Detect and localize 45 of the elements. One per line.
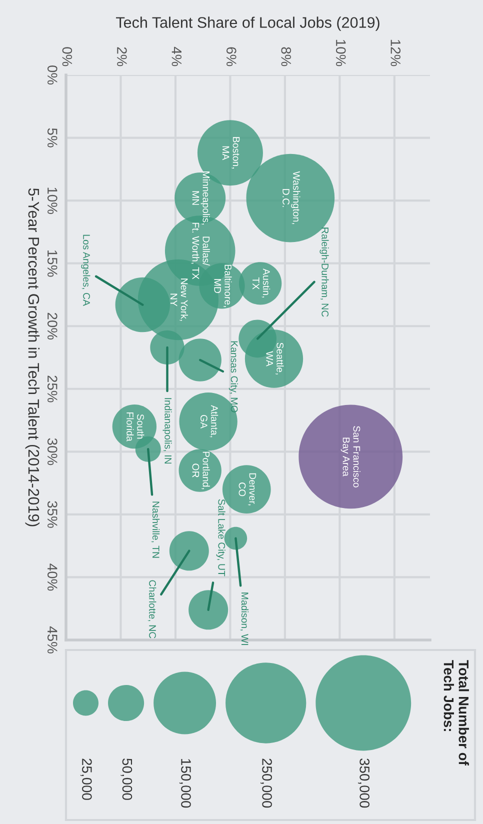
x-axis-title: Tech Talent Share of Local Jobs (2019) — [116, 16, 380, 31]
y-axis-title: 5-Year Percent Growth in Tech Talent (2014-2019) — [25, 188, 40, 526]
annotation: Madison, WI — [240, 592, 249, 645]
y-tick-label: 25% — [47, 376, 58, 402]
y-tick-label: 40% — [47, 564, 58, 591]
legend-label: 250,000 — [260, 758, 272, 808]
x-tick-label: 6% — [226, 47, 236, 66]
annotation: Los Angeles, CA — [81, 234, 90, 306]
x-tick-label: 10% — [336, 40, 346, 66]
annotation: Atlanta, GA — [200, 405, 218, 438]
y-tick-label: 30% — [47, 438, 58, 466]
x-tick-label: 2% — [117, 47, 127, 66]
y-tick-label: 5% — [47, 128, 58, 148]
annotation: Baltimore, MD — [214, 264, 232, 307]
annotation: Seattle, WA — [266, 342, 284, 374]
legend-label: 25,000 — [80, 758, 92, 800]
annotation: Charlotte, NC — [148, 580, 156, 638]
legend-label: 350,000 — [358, 758, 370, 808]
annotation: Indianapolis, IN — [162, 398, 172, 464]
x-tick-label: 4% — [172, 46, 182, 66]
x-tick-label: 12% — [390, 40, 401, 66]
x-tick-label: 0% — [62, 47, 72, 66]
annotation: San Francisco Bay Area — [340, 426, 360, 488]
legend-label: 50,000 — [120, 758, 132, 800]
legend-label: 150,000 — [179, 759, 191, 808]
annotation: Denver, CO — [238, 473, 256, 506]
annotation: Austin, TX — [252, 268, 270, 298]
annotation: South Florida — [126, 412, 144, 442]
y-tick-label: 0% — [47, 66, 58, 85]
y-tick-label: 10% — [47, 188, 58, 214]
annotation: Raleigh-Durham, NC — [320, 228, 329, 317]
annotation: Boston, MA — [222, 137, 240, 168]
y-tick-label: 20% — [47, 312, 58, 340]
annotation: Portland, OR — [192, 452, 210, 490]
annotation: Salt Lake City, UT — [216, 499, 226, 576]
annotation: New York, NY — [170, 278, 188, 321]
annotation: Kansas City, MO — [228, 341, 238, 412]
y-tick-label: 15% — [47, 250, 58, 277]
y-tick-label: 45% — [47, 626, 58, 654]
annotation: Dallas/ Ft. Worth, TX — [191, 222, 210, 280]
annotation: Washington, D.C. — [282, 171, 300, 224]
y-tick-label: 35% — [47, 501, 58, 528]
legend-title: Total Number of Tech Jobs: — [444, 660, 469, 766]
x-tick-label: 8% — [281, 47, 292, 66]
annotation: Nashville, TN — [151, 502, 160, 558]
